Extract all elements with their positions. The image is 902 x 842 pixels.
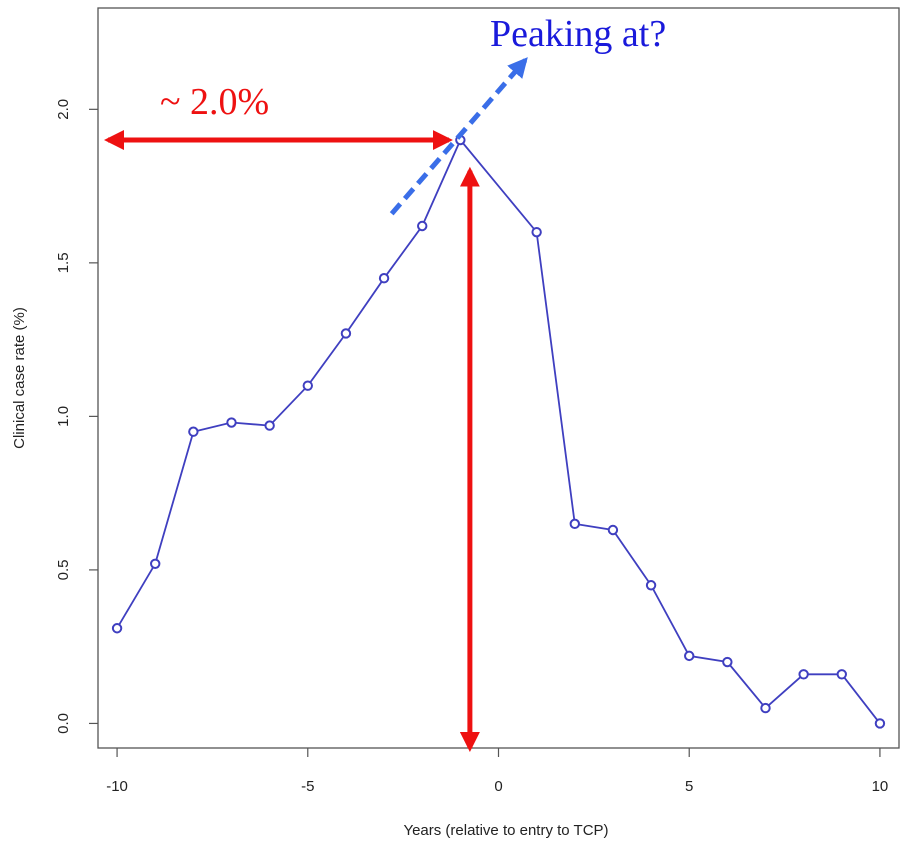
data-point <box>722 656 733 668</box>
data-point <box>607 524 619 536</box>
data-point <box>226 417 237 428</box>
x-tick-label: 0 <box>494 778 502 795</box>
annotation-layer <box>104 57 528 752</box>
data-point <box>684 650 695 662</box>
y-tick-label: 1.5 <box>55 252 72 273</box>
data-point <box>760 702 771 714</box>
data-point <box>264 420 275 431</box>
data-point <box>417 220 428 232</box>
x-tick-label: 5 <box>685 778 693 795</box>
series-layer <box>111 134 886 729</box>
data-point <box>340 328 352 339</box>
data-point <box>569 518 580 530</box>
approx-rate-label: ~ 2.0% <box>160 81 269 123</box>
series-line <box>116 138 881 724</box>
y-tick-label: 2.0 <box>55 99 72 120</box>
x-tick-label: 10 <box>872 778 889 795</box>
peak-question-label: Peaking at? <box>490 13 666 55</box>
data-point <box>836 669 847 680</box>
x-axis-title: Years (relative to entry to TCP) <box>403 822 608 839</box>
y-tick-label: 0.0 <box>55 713 72 734</box>
data-point <box>111 623 123 634</box>
data-point <box>531 226 542 238</box>
data-point <box>302 380 313 391</box>
x-tick-label: -10 <box>106 778 128 795</box>
data-point <box>150 558 161 569</box>
y-tick-label: 0.5 <box>55 559 72 580</box>
x-tick-label: -5 <box>301 778 314 795</box>
dashed-blue-arrow <box>389 57 528 216</box>
data-point <box>645 580 657 591</box>
data-point <box>378 273 390 284</box>
data-point <box>188 426 199 437</box>
y-axis: 0.0 0.5 1.0 1.5 2.0 <box>55 99 98 734</box>
x-axis: -10 -5 0 5 10 <box>106 748 888 795</box>
y-axis-title: Clinical case rate (%) <box>11 307 28 449</box>
data-point <box>874 718 886 729</box>
data-point <box>798 669 809 680</box>
y-tick-label: 1.0 <box>55 406 72 427</box>
